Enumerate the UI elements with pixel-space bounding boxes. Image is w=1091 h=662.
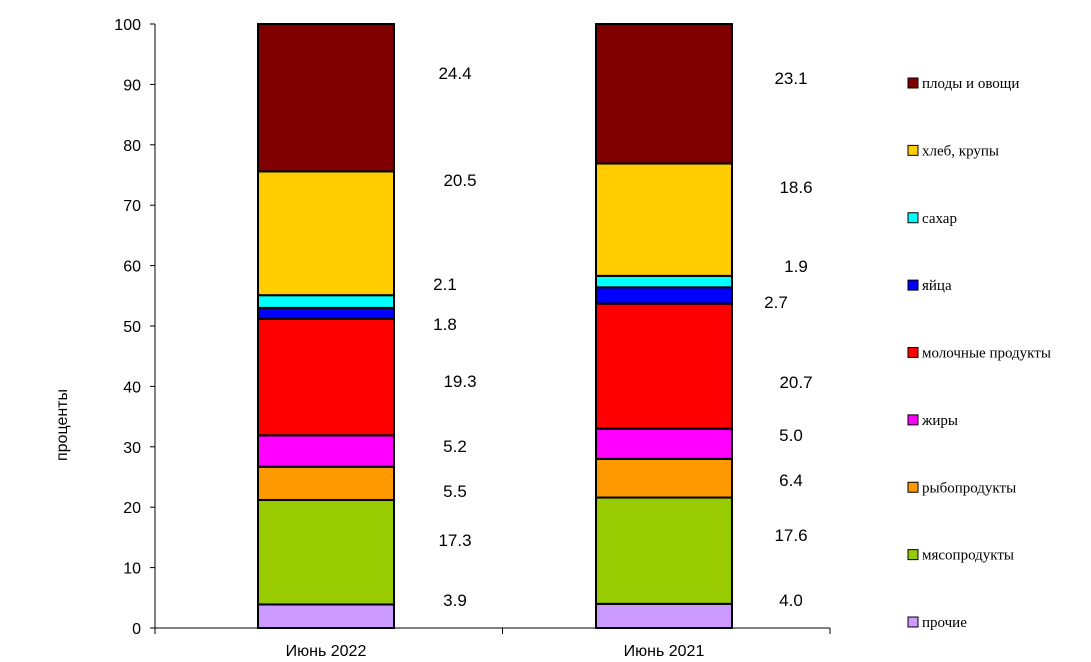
legend-swatch — [907, 616, 919, 628]
bar-segment — [595, 274, 733, 289]
legend-label: плоды и овощи — [922, 76, 1019, 92]
legend-swatch — [907, 481, 919, 493]
legend-label: сахар — [922, 211, 957, 227]
y-tick-label: 90 — [123, 77, 141, 94]
legend-swatch — [907, 549, 919, 561]
legend-label: яйца — [922, 278, 952, 294]
bar-segment — [257, 294, 395, 309]
data-label: 5.0 — [779, 426, 803, 445]
bar-segment — [257, 317, 395, 437]
bar-segment — [257, 434, 395, 468]
y-axis-title: проценты — [54, 389, 71, 461]
bar-segment — [595, 23, 733, 165]
y-tick-label: 100 — [114, 17, 141, 34]
data-label: 17.6 — [774, 526, 807, 545]
bar-segment — [257, 306, 395, 320]
x-tick-label: Июнь 2021 — [624, 643, 705, 660]
legend-label: рыбопродукты — [922, 480, 1016, 496]
data-label: 20.7 — [779, 373, 812, 392]
legend-swatch — [907, 77, 919, 89]
legend-swatch — [907, 347, 919, 358]
bar-segment — [257, 23, 395, 173]
x-tick-label: Июнь 2022 — [286, 643, 367, 660]
plot-area: 0 10 20 30 40 50 60 70 80 90 100 Июнь 2022 Июнь 2021… — [114, 17, 1051, 660]
data-label: 2.7 — [764, 293, 788, 312]
bar-segment — [595, 302, 733, 430]
data-label: 17.3 — [438, 531, 471, 550]
data-label: 5.5 — [443, 482, 467, 501]
data-label: 4.0 — [779, 591, 803, 610]
bar-segment — [595, 162, 733, 277]
data-label: 2.1 — [433, 275, 457, 294]
data-label: 18.6 — [779, 178, 812, 197]
legend-swatch — [907, 212, 919, 224]
data-label: 1.8 — [433, 315, 457, 334]
y-tick-label: 20 — [123, 500, 141, 517]
data-label: 3.9 — [443, 591, 467, 610]
y-tick-label: 70 — [123, 198, 141, 215]
legend-label: мясопродукты — [922, 548, 1014, 564]
bar-segment — [257, 498, 395, 606]
y-tick-label: 10 — [123, 561, 141, 578]
legend-swatch — [907, 279, 919, 291]
bar-segment — [257, 465, 395, 501]
bar-segment — [257, 603, 395, 629]
bar-segment — [595, 602, 733, 630]
y-tick-label: 80 — [123, 138, 141, 155]
bar-segment — [595, 496, 733, 605]
legend-label: прочие — [922, 615, 967, 631]
data-label: 20.5 — [443, 171, 476, 190]
y-tick-label: 60 — [123, 259, 141, 276]
legend-swatch — [907, 144, 919, 156]
legend-label: хлеб, крупы — [922, 143, 999, 159]
y-tick-label: 30 — [123, 440, 141, 457]
legend-swatch — [907, 414, 919, 426]
y-tick-label: 50 — [123, 319, 141, 336]
data-label: 5.2 — [443, 437, 467, 456]
data-label: 1.9 — [784, 257, 808, 276]
y-tick-label: 0 — [132, 621, 141, 638]
legend-label: жиры — [921, 413, 958, 429]
y-tick-label: 40 — [123, 379, 141, 396]
bar-segment — [595, 457, 733, 499]
data-label: 23.1 — [774, 69, 807, 88]
bar-segment — [257, 170, 395, 297]
bar-segment — [595, 427, 733, 460]
data-label: 19.3 — [443, 372, 476, 391]
bar-segment — [595, 286, 733, 305]
data-label: 24.4 — [438, 64, 471, 83]
legend-label: молочные продукты — [922, 346, 1051, 362]
data-label: 6.4 — [779, 471, 803, 490]
